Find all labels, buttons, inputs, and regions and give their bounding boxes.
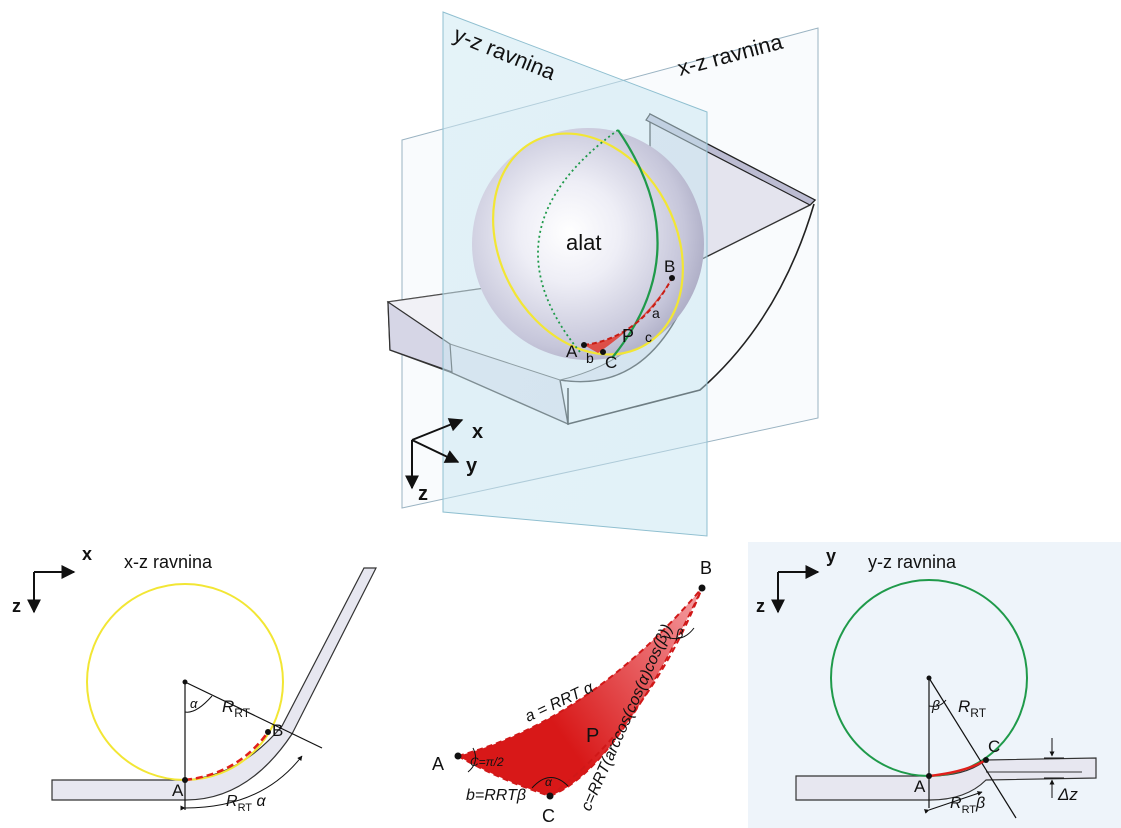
yz-point-a: A xyxy=(914,777,926,796)
top-3d-illustration: x-z ravnina y-z ravnina alat A B C P a b… xyxy=(386,11,819,537)
tool-label: alat xyxy=(566,230,601,255)
top-point-b: B xyxy=(664,257,675,276)
top-axis-y: y xyxy=(466,455,478,477)
tri-point-c-dot xyxy=(546,792,554,800)
xz-point-b: B xyxy=(272,721,283,740)
xz-sheet xyxy=(51,567,377,801)
top-side-c: c xyxy=(645,329,652,345)
yz-title: y-z ravnina xyxy=(868,552,957,572)
tri-side-b: b=RRTβ xyxy=(466,787,526,804)
triangle-edge-a xyxy=(457,587,703,757)
tri-angle-alpha-arc xyxy=(531,777,569,789)
yz-great-circle xyxy=(611,129,659,359)
top-path-ab xyxy=(583,277,673,346)
triangle-view: A B C P C=π/2 α β a = RRT α b=RRTβ c=RRT… xyxy=(432,558,712,826)
tri-angle-c: C=π/2 xyxy=(470,755,504,769)
top-side-b: b xyxy=(586,350,594,366)
xz-great-circle xyxy=(492,132,684,356)
top-point-b-dot xyxy=(669,275,675,281)
yz-point-c-dot xyxy=(983,757,989,763)
tri-angle-c-arc xyxy=(467,747,477,773)
tri-point-b-dot xyxy=(698,584,706,592)
yz-radius-line xyxy=(928,677,1017,819)
top-axis-x: x xyxy=(472,421,483,443)
xz-arc-label: RRT α xyxy=(226,793,266,814)
tri-angle-beta-arc xyxy=(663,627,695,640)
xz-axes: x z xyxy=(12,544,92,616)
tri-angle-beta: β xyxy=(675,626,684,641)
xz-point-b-dot xyxy=(265,729,271,735)
yz-axes: y z xyxy=(756,546,836,616)
yz-point-a-dot xyxy=(926,773,932,779)
tri-point-a-dot xyxy=(454,752,462,760)
yz-axis-z: z xyxy=(756,596,765,616)
xz-alpha: α xyxy=(190,696,198,711)
yz-view: y z y-z ravnina β A C RRT RRTβ Δz xyxy=(748,542,1121,828)
yz-arc-dimension xyxy=(923,791,983,814)
triangle-region xyxy=(458,588,702,796)
xz-point-a: A xyxy=(172,781,184,800)
tri-point-a: A xyxy=(432,754,444,774)
top-point-p: P xyxy=(622,326,634,346)
xz-title: x-z ravnina xyxy=(124,552,213,572)
xz-axis-z: z xyxy=(12,596,21,616)
yz-radius-label: RRT xyxy=(958,697,987,720)
xz-radius-label: RRT xyxy=(222,697,251,720)
top-point-a: A xyxy=(566,342,578,361)
xz-center-dot xyxy=(182,679,188,685)
xz-axis-x: x xyxy=(82,544,92,564)
triangle-edge-b xyxy=(457,755,551,797)
yz-axis-y: y xyxy=(826,546,836,566)
tri-angle-alpha: α xyxy=(545,775,553,789)
top-point-a-dot xyxy=(581,342,587,348)
yz-red-path xyxy=(928,758,987,778)
xz-alpha-arc xyxy=(184,695,213,713)
xz-arc-dimension xyxy=(180,755,303,811)
triangle-edge-c xyxy=(549,587,703,797)
xz-view: x z x-z ravnina α A B RRT RRT α xyxy=(12,544,377,814)
xz-radius-sub: RT xyxy=(234,706,250,720)
yz-point-c: C xyxy=(988,737,1000,756)
yz-beta: β xyxy=(931,697,940,713)
tri-region-p: P xyxy=(586,725,599,747)
yz-center-dot xyxy=(926,675,932,681)
xz-radius-line xyxy=(184,681,323,749)
yz-great-circle-hidden xyxy=(537,129,619,353)
yz-arc-label: RRTβ xyxy=(950,795,985,816)
tri-point-c: C xyxy=(542,806,555,826)
top-spherical-triangle xyxy=(584,278,672,353)
top-point-c: C xyxy=(605,353,617,372)
top-point-c-dot xyxy=(600,349,606,355)
top-axis-z: z xyxy=(418,483,428,505)
yz-beta-arc xyxy=(928,699,947,707)
top-axes: x y z xyxy=(405,418,483,505)
triangle-edge-c-inner xyxy=(549,587,703,797)
top-side-a: a xyxy=(652,305,660,321)
tri-point-b: B xyxy=(700,558,712,578)
yz-delta-z: Δz xyxy=(1057,785,1078,804)
yz-delta-z-dimension xyxy=(1044,738,1064,798)
